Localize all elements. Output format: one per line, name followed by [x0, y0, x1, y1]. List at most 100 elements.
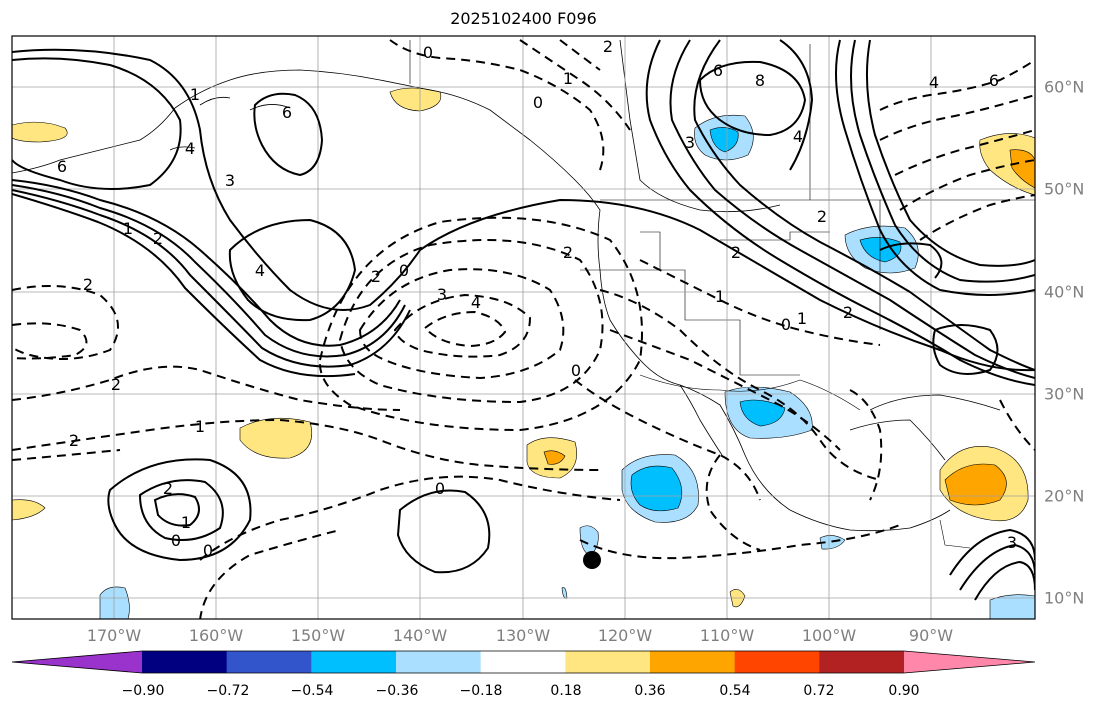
- contour-label: 2: [153, 229, 163, 248]
- negative-anomaly-patch: [709, 127, 739, 153]
- contour-label: 4: [471, 293, 481, 312]
- colorbar-swatch: [396, 651, 482, 673]
- colorbar-outline: [11, 650, 1036, 674]
- contour-label: 4: [793, 127, 803, 146]
- contour-label: 2: [163, 479, 173, 498]
- contour-label: 2: [603, 37, 613, 56]
- contour-label: 2: [111, 375, 121, 394]
- contour-label: 1: [563, 69, 573, 88]
- negative-anomaly-patch: [99, 586, 130, 619]
- colorbar-swatch: [142, 651, 228, 673]
- contour-label: 2: [69, 431, 79, 450]
- negative-anomaly-patch: [579, 525, 599, 556]
- positive-anomaly-patch: [12, 499, 46, 521]
- colorbar-swatch: [819, 651, 905, 673]
- contour-labels: 0 2 1 0 6 8 3 4 6 4 1 3 6 4 2 0 3 4 2 2 …: [57, 37, 1017, 560]
- contour-label: 0: [423, 43, 433, 62]
- colorbar-tick-label: −0.54: [290, 683, 334, 699]
- map-background: [12, 36, 1035, 619]
- colorbar-swatch: [226, 651, 312, 673]
- contour-label: 0: [203, 541, 213, 560]
- location-marker: [583, 551, 601, 569]
- contour-label: 0: [571, 361, 581, 380]
- lon-label: 150°W: [290, 626, 346, 645]
- contour-label: 1: [797, 309, 807, 328]
- contour-label: 2: [731, 243, 741, 262]
- lat-label: 10°N: [1044, 588, 1085, 608]
- contour-label: 1: [715, 287, 725, 306]
- contour-label: 6: [57, 157, 67, 176]
- colorbar-tick-label: 0.54: [719, 683, 751, 699]
- lon-label: 130°W: [495, 626, 551, 645]
- colorbar-tick-label: 0.36: [634, 683, 666, 699]
- colorbar-swatches: [11, 650, 1036, 674]
- positive-anomaly-patch: [979, 133, 1035, 196]
- contour-label: 0: [435, 479, 445, 498]
- contour-label: 1: [123, 219, 133, 238]
- colorbar-tick-label: 0.18: [550, 683, 582, 699]
- contour-label: 3: [225, 171, 235, 190]
- contour-label: 0: [533, 93, 543, 112]
- lat-label: 60°N: [1044, 77, 1085, 97]
- lon-label: 170°W: [86, 626, 142, 645]
- dashed-contours: [12, 39, 1035, 619]
- positive-anomaly-patch: [543, 450, 566, 465]
- negative-anomaly-patch: [739, 399, 786, 427]
- colorbar-tick-label: −0.18: [459, 683, 503, 699]
- contour-label: 1: [195, 417, 205, 436]
- political-borders: [409, 40, 1035, 549]
- colorbar-tick-label: −0.90: [121, 683, 165, 699]
- contour-label: 2: [563, 243, 573, 262]
- contour-label: 6: [989, 71, 999, 90]
- contour-label: 2: [83, 275, 93, 294]
- contour-label: 3: [437, 285, 447, 304]
- colorbar-swatch: [480, 651, 566, 673]
- contour-label: 4: [255, 261, 265, 280]
- contour-label: 4: [185, 139, 195, 158]
- contour-label: 6: [713, 61, 723, 80]
- contour-label: 0: [399, 261, 409, 280]
- positive-anomaly-patch: [389, 87, 442, 112]
- contour-label: 2: [843, 303, 853, 322]
- colorbar-swatch: [650, 651, 736, 673]
- solid-contours: [12, 39, 1035, 601]
- colorbar-tick-label: 0.90: [888, 683, 920, 699]
- contour-label: 8: [755, 71, 765, 90]
- lon-label: 100°W: [801, 626, 857, 645]
- lon-label: 110°W: [699, 626, 755, 645]
- contour-label: 4: [929, 73, 939, 92]
- lat-label: 20°N: [1044, 486, 1085, 506]
- negative-anomaly-patch: [630, 465, 683, 512]
- contour-label: 2: [371, 267, 381, 286]
- map-frame: [11, 35, 1036, 620]
- lat-label: 40°N: [1044, 282, 1085, 302]
- positive-anomaly-patch: [944, 463, 1007, 506]
- contour-label: 3: [685, 133, 695, 152]
- positive-anomaly-patch: [1009, 149, 1035, 189]
- lat-label: 50°N: [1044, 179, 1085, 199]
- lon-label: 90°W: [908, 626, 954, 645]
- contour-label: 0: [781, 315, 791, 334]
- positive-anomaly-patch: [239, 417, 313, 459]
- contour-label: 1: [181, 513, 191, 532]
- colorbar-swatch: [565, 651, 651, 673]
- colorbar-swatch: [311, 651, 397, 673]
- contour-label: 6: [282, 103, 292, 122]
- contour-label: 3: [1007, 533, 1017, 552]
- contour-label: 2: [817, 207, 827, 226]
- lon-label: 140°W: [392, 626, 448, 645]
- lon-label: 160°W: [188, 626, 244, 645]
- shaded-anomalies: [12, 87, 1035, 619]
- map-title: 2025102400 F096: [450, 9, 597, 28]
- colorbar-extend-high: [904, 651, 1035, 673]
- colorbar-tick-label: −0.36: [375, 683, 419, 699]
- colorbar-tick-label: 0.72: [803, 683, 835, 699]
- colorbar-swatch: [734, 651, 820, 673]
- contour-label: 1: [190, 85, 200, 104]
- colorbar-extend-low: [12, 651, 142, 673]
- contour-label: 0: [171, 531, 181, 550]
- lon-label: 120°W: [597, 626, 653, 645]
- positive-anomaly-patch: [12, 121, 68, 143]
